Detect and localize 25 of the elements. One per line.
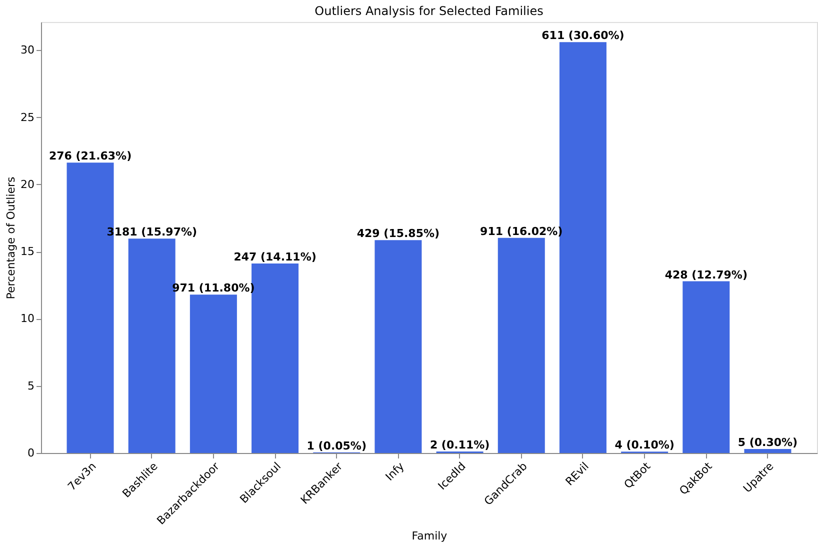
x-axis-title: Family [412, 530, 448, 543]
data-label: 1 (0.05%) [306, 439, 366, 452]
data-label: 247 (14.11%) [234, 250, 316, 264]
data-label: 276 (21.63%) [48, 150, 132, 163]
y-axis-title: Percentage of Outliers [4, 176, 18, 300]
bar [498, 238, 545, 453]
data-label: 429 (15.85%) [356, 227, 440, 240]
y-tick-label: 30 [20, 44, 34, 57]
bar [374, 240, 422, 453]
data-label: 428 (12.79%) [664, 268, 748, 282]
bar [744, 448, 792, 453]
data-label: 611 (30.60%) [542, 29, 624, 42]
y-tick-label: 5 [28, 379, 34, 392]
y-tick-label: 20 [20, 178, 34, 191]
data-label: 2 (0.11%) [430, 438, 490, 452]
y-tick-label: 0 [28, 446, 34, 460]
bar [190, 294, 237, 453]
y-tick-label: 15 [20, 245, 34, 258]
y-tick-label: 25 [20, 110, 34, 124]
chart-title: Outliers Analysis for Selected Families [314, 4, 544, 18]
y-tick-label: 10 [20, 312, 34, 326]
bar [682, 281, 730, 453]
data-label: 4 (0.10%) [614, 438, 674, 452]
x-tick-label: Infy [383, 459, 408, 484]
data-label: 5 (0.30%) [738, 436, 798, 449]
